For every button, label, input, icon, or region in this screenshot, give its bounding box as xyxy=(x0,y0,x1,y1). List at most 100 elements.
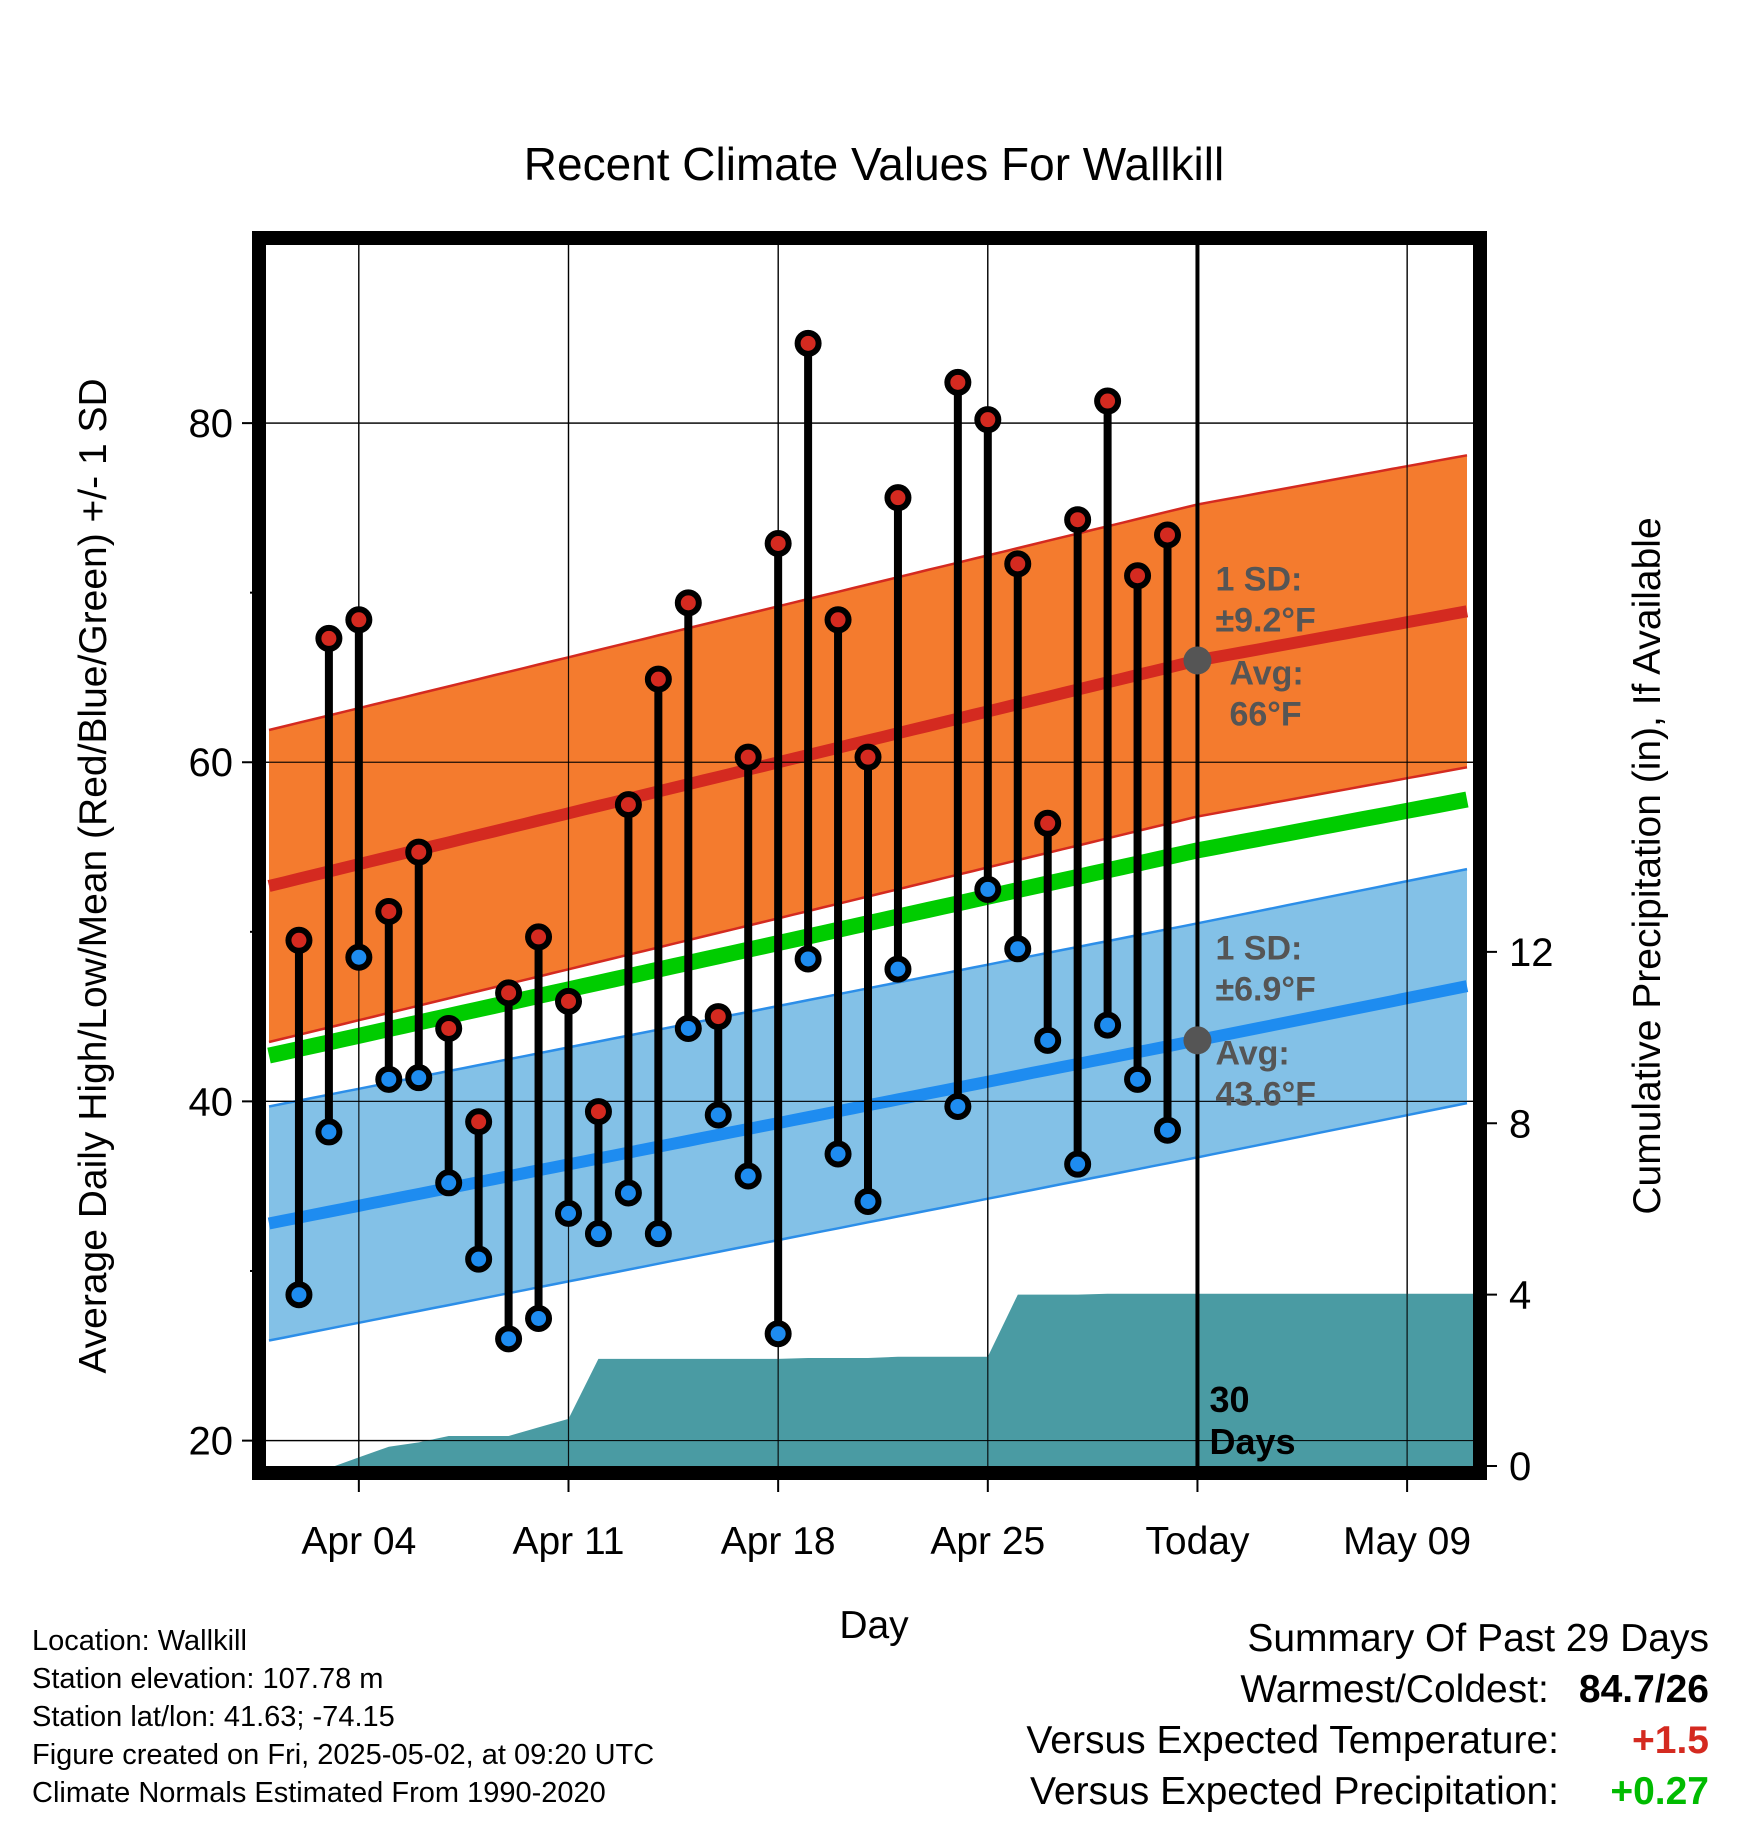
x-tick-label: May 09 xyxy=(1343,1520,1471,1563)
daily-low-point xyxy=(1124,1065,1152,1093)
precip-area xyxy=(269,1293,1473,1466)
warmest-label: Warmest/Coldest: xyxy=(1240,1668,1549,1711)
daily-low-point xyxy=(315,1118,343,1146)
daily-low-point xyxy=(674,1014,702,1042)
daily-high-point xyxy=(375,897,403,925)
station-location: Location: Wallkill xyxy=(32,1625,247,1657)
y-tick-label: 40 xyxy=(189,1080,234,1124)
x-axis-title: Day xyxy=(839,1604,909,1647)
high-band-upper-edge xyxy=(268,454,1468,732)
daily-low-point xyxy=(285,1281,313,1309)
daily-low-point xyxy=(584,1220,612,1248)
daily-high-point xyxy=(554,987,582,1015)
daily-low-point xyxy=(1094,1011,1122,1039)
normals-period: Climate Normals Estimated From 1990-2020 xyxy=(32,1777,606,1809)
daily-high-point xyxy=(824,606,852,634)
summary-warmest-row: Warmest/Coldest: 84.7/26 xyxy=(1026,1664,1709,1715)
y-tick-label: 20 xyxy=(189,1420,234,1464)
daily-low-point xyxy=(1154,1116,1182,1144)
x-tick-label: Apr 25 xyxy=(930,1520,1045,1563)
daily-high-point xyxy=(465,1108,493,1136)
daily-high-point xyxy=(525,923,553,951)
low-sd-label: 1 SD: xyxy=(1215,929,1302,967)
daily-high-point xyxy=(674,589,702,617)
high-avg-label: Avg: xyxy=(1229,654,1303,692)
plot-series xyxy=(266,245,1473,1466)
y2-tick-label: 4 xyxy=(1509,1274,1531,1318)
daily-low-point xyxy=(944,1092,972,1120)
daily-high-point xyxy=(435,1014,463,1042)
temp-label: Versus Expected Temperature: xyxy=(1026,1719,1559,1762)
daily-high-point xyxy=(794,329,822,357)
window-length-number: 30 xyxy=(1209,1379,1249,1420)
low-sd-value: ±6.9°F xyxy=(1215,970,1315,1008)
summary-temp-row: Versus Expected Temperature: +1.5 xyxy=(1026,1715,1709,1766)
low-band-lower-edge xyxy=(268,1101,1468,1342)
window-length-unit: Days xyxy=(1209,1421,1295,1462)
daily-low-point xyxy=(704,1101,732,1129)
daily-high-point xyxy=(974,406,1002,434)
x-tick-label: Apr 11 xyxy=(512,1520,624,1563)
daily-low-point xyxy=(644,1220,672,1248)
daily-high-point xyxy=(1124,562,1152,590)
y2-tick-label: 0 xyxy=(1509,1445,1531,1489)
daily-low-point xyxy=(1004,935,1032,963)
today-high-normal-marker xyxy=(1183,646,1212,675)
daily-low-point xyxy=(974,875,1002,903)
daily-high-point xyxy=(1004,550,1032,578)
daily-high-point xyxy=(1064,506,1092,534)
daily-high-point xyxy=(884,484,912,512)
daily-high-point xyxy=(644,665,672,693)
daily-low-point xyxy=(554,1199,582,1227)
x-tick-label: Apr 04 xyxy=(301,1520,416,1563)
daily-low-point xyxy=(465,1245,493,1273)
normal-high-line xyxy=(267,605,1469,892)
y-tick-label: 80 xyxy=(189,402,234,446)
high-sd-label: 1 SD: xyxy=(1215,560,1302,598)
temp-value: +1.5 xyxy=(1632,1719,1709,1762)
y-tick-label: 60 xyxy=(189,741,234,785)
daily-high-point xyxy=(1034,809,1062,837)
high-sd-value: ±9.2°F xyxy=(1215,601,1315,639)
figure-created: Figure created on Fri, 2025-05-02, at 09… xyxy=(32,1739,655,1771)
daily-low-point xyxy=(764,1320,792,1348)
daily-high-point xyxy=(944,368,972,396)
daily-low-point xyxy=(345,943,373,971)
plot-frame xyxy=(252,231,1487,1480)
station-elevation: Station elevation: 107.78 m xyxy=(32,1663,384,1695)
daily-high-point xyxy=(584,1098,612,1126)
low-avg-label: Avg: xyxy=(1215,1034,1289,1072)
today-low-normal-marker xyxy=(1183,1026,1212,1055)
y-axis-title: Average Daily High/Low/Mean (Red/Blue/Gr… xyxy=(72,378,115,1373)
daily-low-point xyxy=(1034,1026,1062,1054)
x-tick-label: Today xyxy=(1145,1520,1250,1563)
daily-high-point xyxy=(1154,521,1182,549)
daily-high-point xyxy=(1094,387,1122,415)
daily-high-point xyxy=(285,926,313,954)
daily-high-point xyxy=(495,979,523,1007)
daily-high-point xyxy=(854,743,882,771)
daily-low-point xyxy=(375,1065,403,1093)
daily-low-point xyxy=(614,1179,642,1207)
summary-title: Summary Of Past 29 Days xyxy=(1247,1617,1709,1660)
daily-high-point xyxy=(614,791,642,819)
daily-low-point xyxy=(435,1169,463,1197)
daily-high-point xyxy=(764,529,792,557)
precip-value: +0.27 xyxy=(1610,1770,1709,1813)
daily-high-point xyxy=(345,606,373,634)
daily-high-point xyxy=(704,1003,732,1031)
daily-low-point xyxy=(734,1162,762,1190)
daily-low-point xyxy=(884,955,912,983)
y2-axis-title: Cumulative Precipitation (in), If Availa… xyxy=(1626,517,1669,1214)
station-info: Location: Wallkill Station elevation: 10… xyxy=(32,1622,654,1812)
daily-low-point xyxy=(525,1304,553,1332)
daily-high-point xyxy=(734,743,762,771)
daily-low-point xyxy=(495,1325,523,1353)
daily-low-point xyxy=(824,1140,852,1168)
chart-title: Recent Climate Values For Wallkill xyxy=(524,138,1224,190)
x-tick-label: Apr 18 xyxy=(721,1520,836,1563)
daily-low-point xyxy=(854,1187,882,1215)
warmest-value: 84.7/26 xyxy=(1578,1668,1709,1711)
